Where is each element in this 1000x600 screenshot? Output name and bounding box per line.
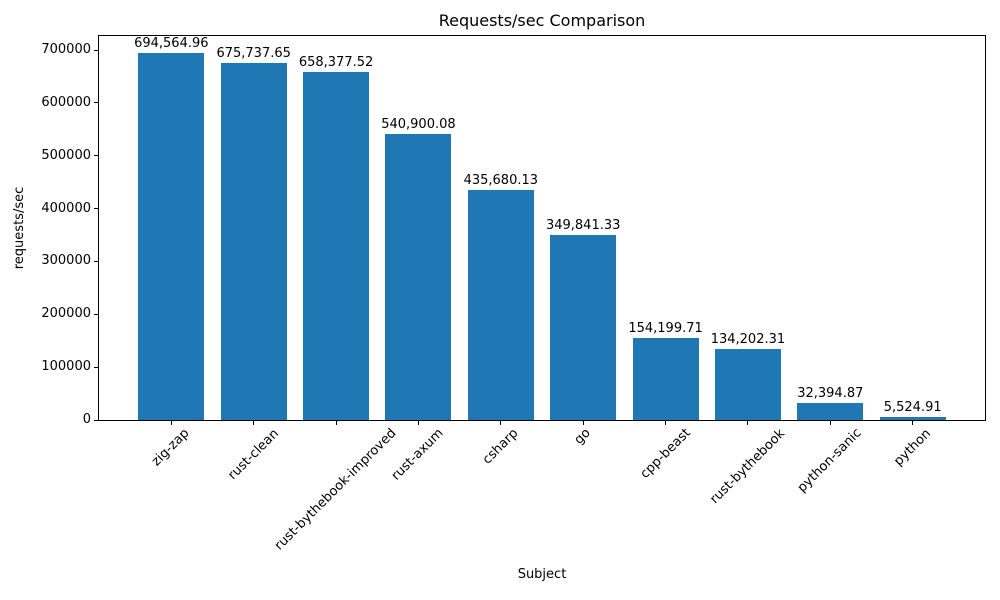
y-tick-label: 500000 — [41, 147, 91, 163]
bar — [797, 402, 864, 420]
y-tick-label: 200000 — [41, 306, 91, 322]
bar — [138, 52, 205, 420]
y-tick-label: 600000 — [41, 94, 91, 110]
bar-value-label: 658,377.52 — [298, 55, 374, 70]
x-tick-label: cpp-beast — [637, 425, 694, 483]
y-tick — [94, 260, 98, 262]
bar — [467, 189, 534, 420]
bar — [303, 72, 369, 420]
x-tick — [829, 421, 831, 425]
x-tick — [912, 421, 914, 425]
bar — [632, 338, 699, 420]
bar — [879, 417, 946, 420]
y-tick — [94, 366, 98, 368]
x-tick — [335, 421, 337, 425]
x-tick-label: rust-bythebook-improved — [271, 425, 400, 554]
x-tick — [747, 421, 749, 425]
bar-value-label: 675,737.65 — [216, 45, 291, 61]
bar-value-label: 5,524.91 — [883, 400, 942, 416]
bar-value-label: 435,680.13 — [463, 172, 539, 188]
x-tick — [417, 421, 419, 425]
y-tick — [94, 155, 98, 157]
y-tick — [94, 419, 98, 421]
bar — [385, 134, 452, 420]
x-tick-label: zig-zap — [149, 425, 193, 470]
x-tick — [582, 421, 584, 425]
x-tick-label: go — [571, 425, 594, 448]
bar — [550, 235, 617, 420]
bar-value-label: 349,841.33 — [545, 218, 621, 234]
x-tick — [500, 421, 502, 425]
y-tick-label: 0 — [82, 412, 91, 427]
x-tick-label: rust-clean — [225, 425, 282, 483]
x-tick-label: python — [890, 425, 934, 469]
y-tick-label: 700000 — [41, 42, 91, 57]
bar — [220, 62, 287, 420]
y-tick — [94, 102, 98, 104]
x-tick — [253, 421, 255, 425]
y-tick — [94, 208, 98, 210]
x-tick-label: csharp — [479, 426, 522, 468]
bar-value-label: 32,394.87 — [797, 385, 864, 401]
bar-value-label: 540,900.08 — [381, 117, 456, 133]
y-tick-label: 400000 — [41, 200, 91, 216]
bar — [714, 349, 781, 420]
x-axis-label: Subject — [517, 567, 567, 582]
bar-value-label: 134,202.31 — [710, 332, 786, 348]
x-tick — [665, 421, 667, 425]
y-tick-label: 300000 — [41, 253, 91, 269]
x-tick-label: python-sanic — [794, 426, 865, 496]
bar-value-label: 694,564.96 — [134, 35, 209, 51]
x-tick — [170, 421, 172, 425]
y-tick — [94, 49, 98, 51]
bar-value-label: 154,199.71 — [628, 321, 703, 337]
chart-title: Requests/sec Comparison — [438, 11, 646, 30]
y-tick-label: 100000 — [41, 359, 91, 375]
x-tick-label: rust-bythebook — [707, 425, 788, 507]
y-tick — [94, 313, 98, 315]
